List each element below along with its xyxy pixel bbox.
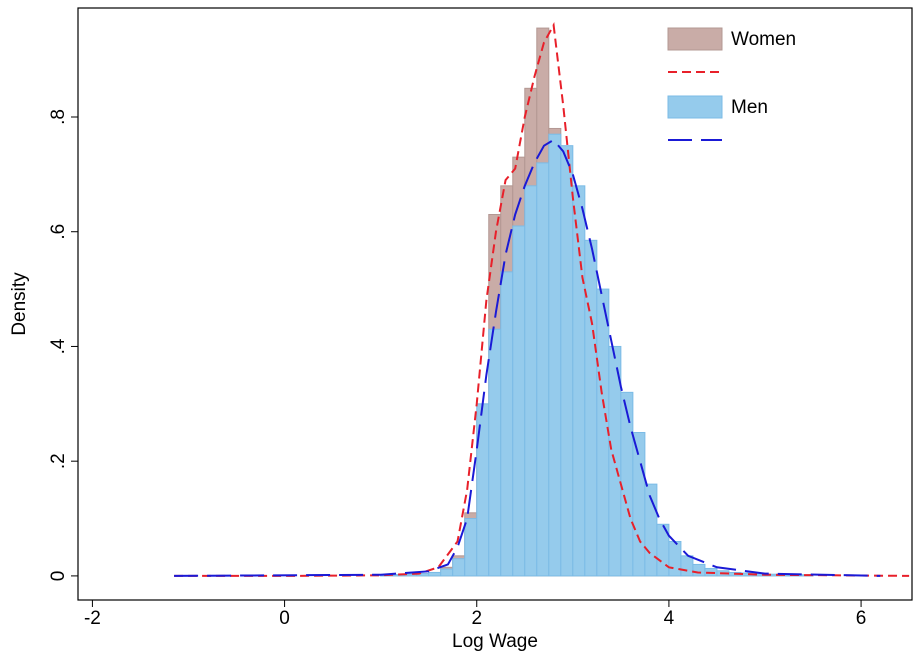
bar [620,391,634,577]
x-tick-label: -2 [84,608,101,629]
legend-swatch [667,95,723,119]
y-tick-label: 0 [48,571,69,582]
y-axis-label: Density [9,272,30,336]
bar [500,271,514,577]
bar [548,133,562,577]
bar [572,185,586,577]
density-line [174,22,910,577]
bar [488,328,502,577]
bar [452,558,466,577]
y-tick-label: .6 [48,224,69,240]
bar [464,518,478,577]
y-tick-label: .8 [48,109,69,125]
x-tick-label: 4 [664,608,675,629]
density-line [174,138,881,577]
x-tick-label: 2 [471,608,482,629]
bar [536,162,550,577]
legend-label: Women [731,29,796,50]
x-axis-label: Log Wage [452,631,538,652]
bar [428,571,442,577]
bar [524,185,538,577]
x-tick-label: 0 [279,608,290,629]
bar [668,540,682,577]
legend-swatch [667,27,723,51]
bar [596,288,610,577]
bar [440,568,454,577]
bar [584,239,598,577]
y-tick-label: .4 [48,338,69,354]
bar [680,555,694,577]
plot-frame [77,7,913,601]
legend-label: Men [731,97,768,118]
bar [560,145,574,577]
x-tick-label: 6 [856,608,867,629]
y-tick-label: .2 [48,453,69,469]
bar [692,563,706,577]
bar [512,225,526,577]
